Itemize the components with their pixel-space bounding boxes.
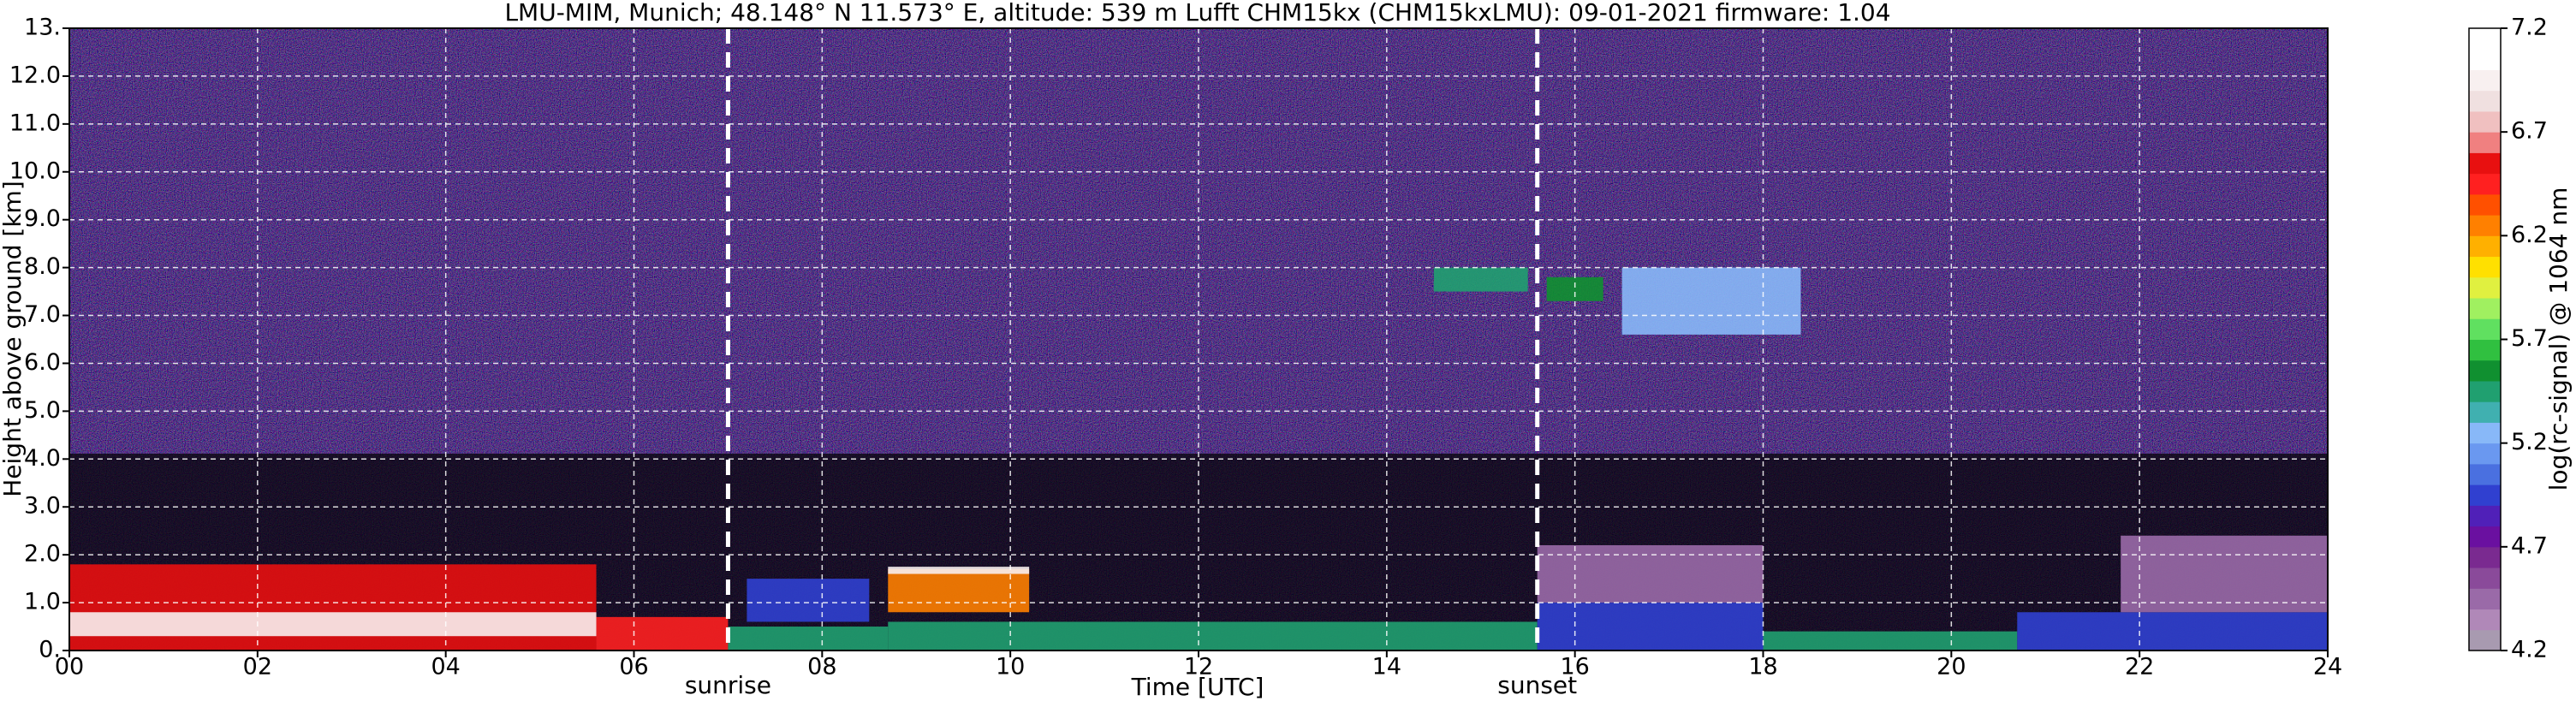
y-tick-label: 3.0	[24, 493, 61, 520]
x-tick-label: 20	[1936, 654, 1966, 680]
y-tick-label: 5.0	[24, 397, 61, 424]
colorbar-band	[2469, 401, 2501, 423]
colorbar-band	[2469, 69, 2501, 92]
y-tick-label: 6.0	[24, 349, 61, 376]
colorbar-band	[2469, 359, 2501, 382]
signal-region	[1433, 267, 1528, 292]
y-axis-label: Height above ground [km]	[0, 181, 27, 497]
y-tick-label: 9.0	[24, 205, 61, 232]
x-tick-label: 12	[1184, 654, 1213, 680]
colorbar-band	[2469, 380, 2501, 402]
x-tick-label: 06	[619, 654, 648, 680]
signal-region	[2017, 612, 2328, 651]
plot-frame	[68, 27, 2329, 651]
regions	[69, 267, 2328, 651]
x-tick-label: 02	[243, 654, 272, 680]
colorbar-tick-label: 4.7	[2511, 532, 2548, 559]
colorbar-band	[2469, 235, 2501, 258]
colorbar-tick-label: 6.2	[2511, 222, 2548, 248]
colorbar-band	[2469, 49, 2501, 70]
colorbar-band	[2469, 339, 2501, 361]
signal-region	[888, 568, 1030, 613]
colorbar-band	[2469, 90, 2501, 112]
colorbar-band	[2469, 505, 2501, 527]
annotation-label: sunrise	[685, 671, 771, 699]
colorbar-band	[2469, 193, 2501, 216]
signal-region	[69, 564, 597, 651]
y-tick-label: 8.0	[24, 253, 61, 280]
colorbar-band	[2469, 215, 2501, 236]
signal-region	[1763, 631, 2018, 651]
colorbar-band	[2469, 546, 2501, 568]
colorbar-tick-label: 4.2	[2511, 637, 2548, 663]
colorbar-band	[2469, 629, 2501, 651]
x-tick-label: 16	[1560, 654, 1589, 680]
signal-region	[1621, 267, 1801, 335]
signal-region	[728, 627, 889, 651]
colorbar-tick-label: 5.2	[2511, 429, 2548, 455]
colorbar-band	[2469, 132, 2501, 153]
y-tick-label: 7.0	[24, 301, 61, 328]
signal-region	[1537, 603, 1764, 651]
colorbar-band	[2469, 526, 2501, 548]
y-tick-label: 10.0	[9, 157, 61, 184]
colorbar-label: log(rc-signal) @ 1064 nm	[2544, 187, 2573, 491]
colorbar-tick-label: 6.7	[2511, 118, 2548, 145]
signal-region	[1537, 544, 1764, 603]
colorbar-band	[2469, 609, 2501, 631]
colorbar-band	[2469, 567, 2501, 589]
colorbar-band	[2469, 463, 2501, 485]
colorbar-band	[2469, 173, 2501, 195]
x-tick-label: 18	[1748, 654, 1777, 680]
colorbar-band	[2469, 256, 2501, 278]
y-tick-label: 0.	[39, 637, 61, 663]
x-tick-label: 10	[996, 654, 1025, 680]
colorbar-band	[2469, 152, 2501, 175]
colorbar-band	[2469, 443, 2501, 465]
colorbar-band	[2469, 318, 2501, 340]
signal-region	[69, 612, 597, 637]
colorbar-band	[2469, 422, 2501, 444]
signal-region	[747, 579, 870, 622]
colorbar-band	[2469, 28, 2501, 50]
signal-region	[888, 567, 1030, 574]
signal-region	[2121, 535, 2328, 613]
x-axis-label: Time [UTC]	[1131, 673, 1264, 701]
x-tick-label: 24	[2313, 654, 2342, 680]
signal-region	[1546, 276, 1603, 301]
colorbar-band	[2469, 110, 2501, 133]
colorbar-band	[2469, 484, 2501, 506]
x-tick-label: 22	[2125, 654, 2154, 680]
y-tick-label: 12.0	[9, 62, 61, 88]
colorbar-tick-label: 5.7	[2511, 325, 2548, 352]
colorbar-band	[2469, 298, 2501, 319]
x-tick-label: 00	[55, 654, 84, 680]
annotation-label: sunset	[1497, 671, 1577, 699]
x-tick-label: 14	[1372, 654, 1401, 680]
y-tick-label: 2.0	[24, 541, 61, 567]
colorbar-band	[2469, 276, 2501, 299]
colorbar-tick-label: 7.2	[2511, 15, 2548, 41]
y-tick-label: 1.0	[24, 589, 61, 615]
signal-region	[888, 621, 1538, 651]
x-tick-label: 04	[431, 654, 460, 680]
y-tick-label: 11.0	[9, 110, 61, 136]
chart-title: LMU-MIM, Munich; 48.148° N 11.573° E, al…	[504, 0, 1890, 27]
signal-region	[596, 616, 729, 651]
x-tick-label: 08	[807, 654, 836, 680]
colorbar-band	[2469, 588, 2501, 610]
y-tick-label: 4.0	[24, 445, 61, 472]
y-tick-label: 13.	[24, 15, 61, 41]
